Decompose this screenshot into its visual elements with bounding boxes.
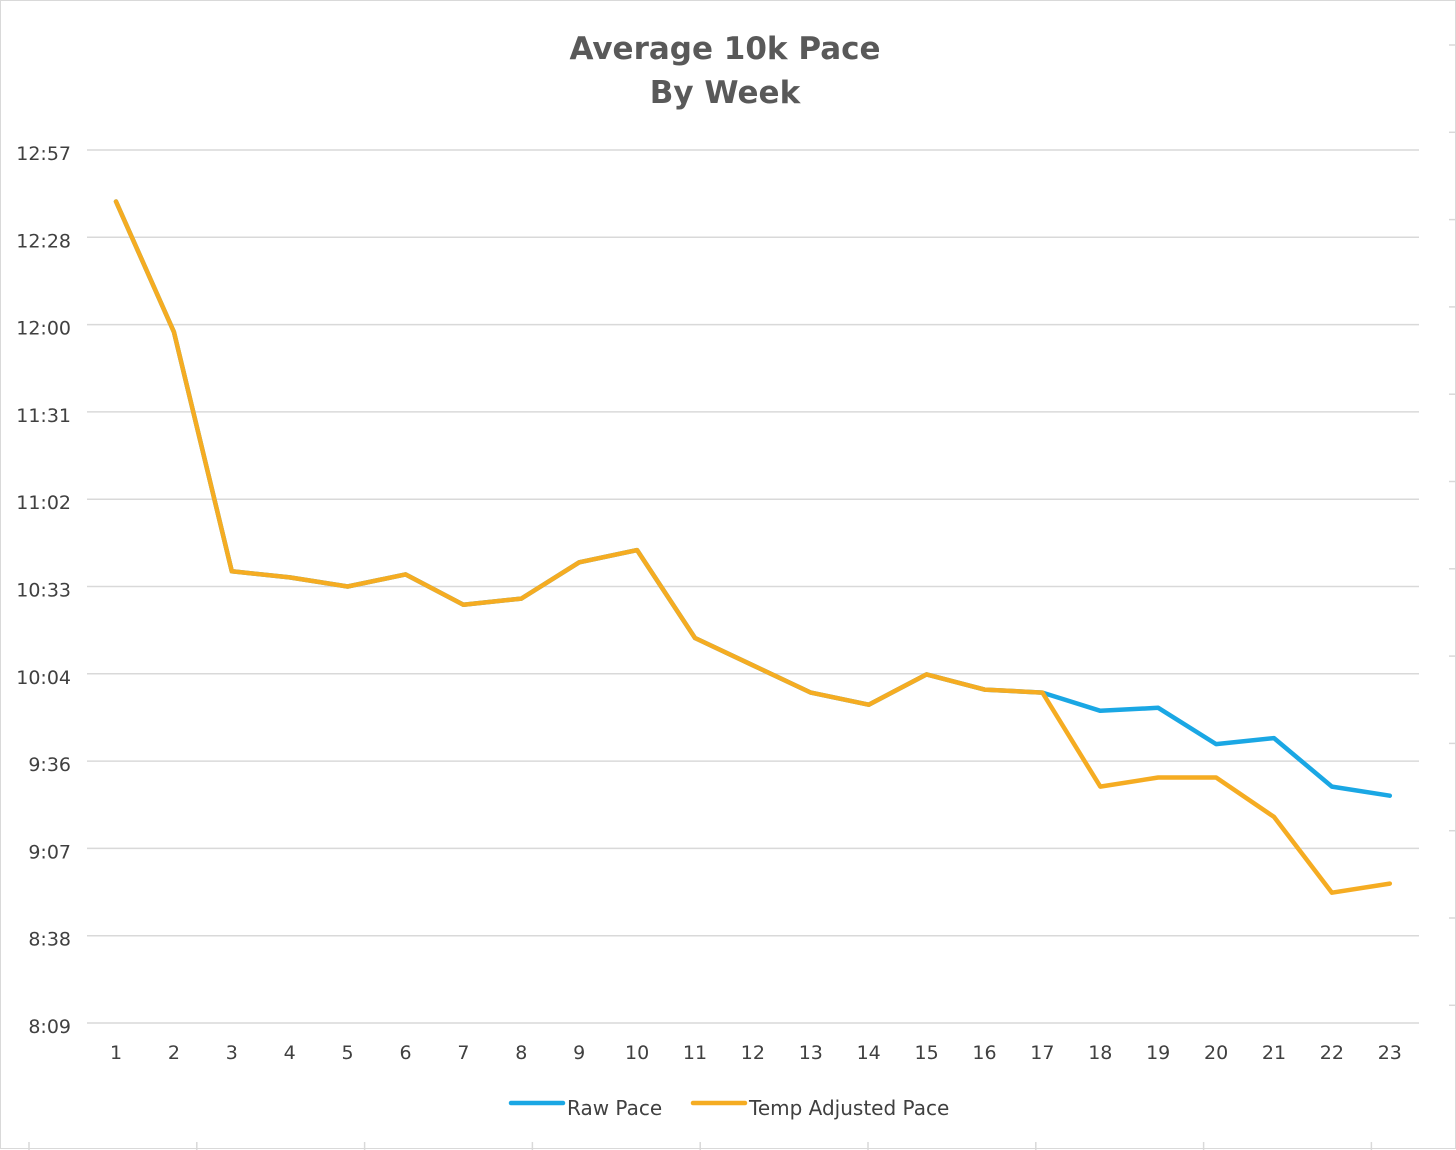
x-tick-label: 5 (342, 1042, 354, 1064)
x-tick-label: 18 (1088, 1042, 1112, 1064)
x-tick-label: 10 (625, 1042, 649, 1064)
x-tick-label: 17 (1030, 1042, 1054, 1064)
x-tick-label: 4 (284, 1042, 296, 1064)
y-tick-label: 11:31 (16, 405, 71, 427)
y-tick-label: 8:09 (28, 1016, 71, 1038)
x-tick-label: 21 (1262, 1042, 1286, 1064)
x-tick-label: 14 (857, 1042, 881, 1064)
gridlines (87, 149, 1419, 1024)
frame-tick-marks (28, 44, 1456, 1150)
x-tick-label: 1 (110, 1042, 122, 1064)
y-tick-label: 11:02 (16, 492, 71, 514)
x-tick-label: 22 (1320, 1042, 1344, 1064)
x-tick-label: 13 (799, 1042, 823, 1064)
x-axis-labels: 1 2 3 4 5 6 7 8 9 10 11 12 13 14 15 16 17 18 19 20 21 22 23 (110, 1042, 1402, 1064)
x-tick-label: 11 (683, 1042, 707, 1064)
legend-label: Temp Adjusted Pace (748, 1096, 949, 1120)
x-tick-label: 16 (972, 1042, 996, 1064)
legend: Raw Pace Temp Adjusted Pace (508, 1096, 949, 1120)
series-line-temp-adjusted-pace (113, 199, 1393, 895)
legend-label: Raw Pace (567, 1096, 662, 1120)
x-tick-label: 9 (573, 1042, 585, 1064)
chart-title-line-1: Average 10k Pace (569, 31, 880, 67)
x-tick-label: 20 (1204, 1042, 1228, 1064)
y-tick-label: 9:36 (28, 754, 71, 776)
y-tick-label: 10:04 (16, 667, 71, 689)
y-tick-label: 12:00 (16, 318, 71, 340)
y-tick-label: 8:38 (28, 929, 71, 951)
x-tick-label: 6 (399, 1042, 411, 1064)
x-tick-label: 2 (168, 1042, 180, 1064)
series-lines (113, 199, 1393, 895)
x-tick-label: 12 (741, 1042, 765, 1064)
chart-title-line-2: By Week (650, 75, 802, 111)
y-axis-labels: 12:57 12:28 12:00 11:31 11:02 10:33 10:04 9:36 9… (16, 143, 71, 1038)
x-tick-label: 19 (1146, 1042, 1170, 1064)
x-tick-label: 15 (915, 1042, 939, 1064)
x-tick-label: 23 (1378, 1042, 1402, 1064)
x-tick-label: 8 (515, 1042, 527, 1064)
x-tick-label: 7 (457, 1042, 469, 1064)
x-tick-label: 3 (226, 1042, 238, 1064)
y-tick-label: 12:28 (16, 230, 71, 252)
y-tick-label: 9:07 (28, 841, 71, 863)
y-tick-label: 12:57 (16, 143, 71, 165)
y-tick-label: 10:33 (16, 580, 71, 602)
